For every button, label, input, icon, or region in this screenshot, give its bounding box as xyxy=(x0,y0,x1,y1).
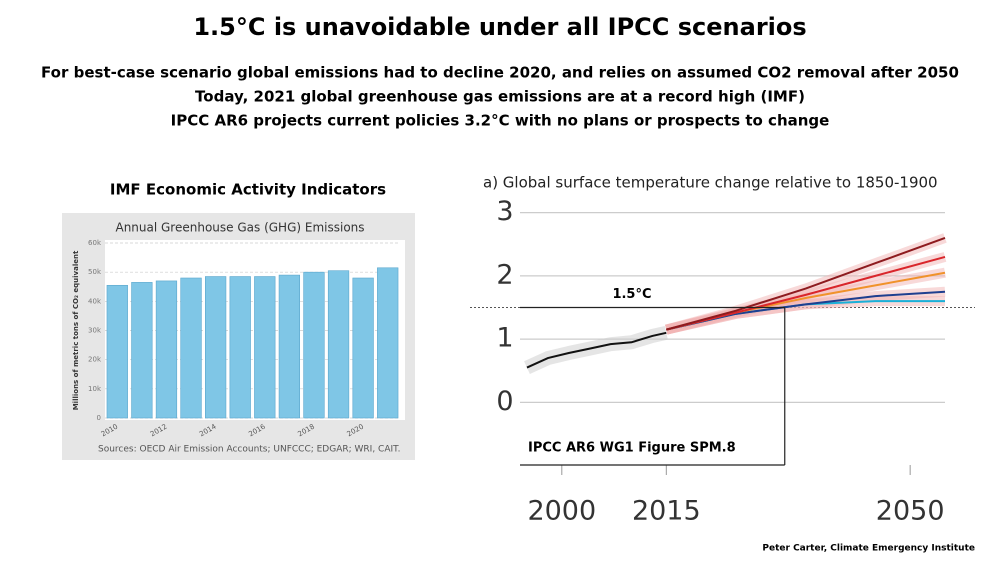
bar xyxy=(131,282,153,419)
y-tick-label: 1 xyxy=(496,323,513,354)
bar xyxy=(352,277,374,419)
bar xyxy=(229,276,251,419)
chart-heading: IMF Economic Activity Indicators xyxy=(110,181,386,199)
bar xyxy=(205,276,227,419)
series-line xyxy=(666,255,946,331)
y-tick-label: 20k xyxy=(88,356,102,364)
y-tick-label: 10k xyxy=(88,385,102,393)
slide-line: For best-case scenario global emissions … xyxy=(41,64,959,82)
slide-line: Today, 2021 global greenhouse gas emissi… xyxy=(195,88,805,106)
series-line xyxy=(526,331,667,369)
bar xyxy=(303,271,325,419)
bar xyxy=(180,277,202,419)
y-tick-label: 50k xyxy=(88,268,102,276)
bar xyxy=(155,280,178,419)
x-tick-label: 2000 xyxy=(527,496,596,527)
y-tick-label: 40k xyxy=(88,297,102,305)
y-tick-label: 60k xyxy=(88,239,102,247)
y-tick-label: 30k xyxy=(88,327,102,335)
slide-title: 1.5°C is unavoidable under all IPCC scen… xyxy=(193,13,806,41)
bar xyxy=(254,276,276,419)
slide-line: IPCC AR6 projects current policies 3.2°C… xyxy=(171,112,830,130)
source: Sources: OECD Air Emission Accounts; UNF… xyxy=(98,445,400,455)
bar xyxy=(278,274,300,419)
x-tick-label: 2015 xyxy=(632,496,701,527)
x-tick-label: 2050 xyxy=(876,496,945,527)
y-tick-label: 0 xyxy=(496,386,513,417)
chart-title: a) Global surface temperature change rel… xyxy=(483,174,938,192)
annotation: IPCC AR6 WG1 Figure SPM.8 xyxy=(528,441,736,456)
chart-title: Annual Greenhouse Gas (GHG) Emissions xyxy=(115,221,364,235)
bar xyxy=(106,284,128,419)
bar xyxy=(377,267,399,419)
y-tick-label: 2 xyxy=(496,259,513,290)
series-line xyxy=(666,237,946,331)
credit: Peter Carter, Climate Emergency Institut… xyxy=(762,544,975,554)
y-tick-label: 0 xyxy=(97,414,101,422)
y-tick-label: 3 xyxy=(496,196,513,227)
threshold-label: 1.5°C xyxy=(612,287,651,302)
bar xyxy=(327,270,350,419)
y-axis-label: Millions of metric tons of CO₂ equivalen… xyxy=(72,250,80,410)
